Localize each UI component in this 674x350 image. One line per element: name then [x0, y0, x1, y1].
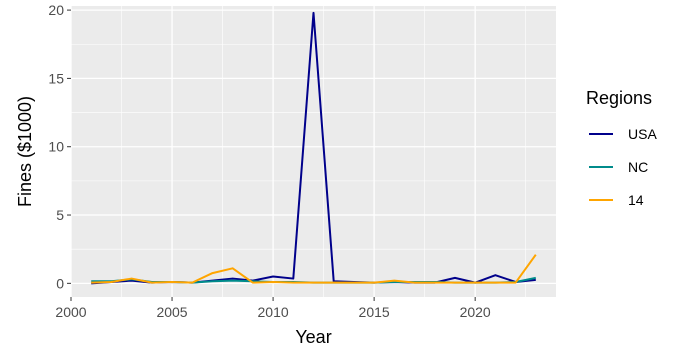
y-tick-label: 20	[48, 2, 64, 18]
legend-title: Regions	[586, 88, 652, 108]
y-tick-label: 0	[56, 275, 64, 291]
plot-panel	[71, 6, 556, 297]
y-tick-label: 15	[48, 70, 64, 86]
legend: Regions USA NC 14	[586, 88, 657, 212]
series-line-14	[91, 254, 537, 284]
legend-label-nc: NC	[628, 159, 648, 175]
x-axis: 2000 2005 2010 2015 2020	[55, 297, 491, 320]
legend-label-usa: USA	[628, 126, 657, 142]
y-tick-label: 5	[56, 207, 64, 223]
major-gridlines	[70, 6, 556, 297]
legend-label-14: 14	[628, 192, 644, 208]
y-axis: 0 5 10 15 20	[48, 2, 71, 291]
y-tick-label: 10	[48, 139, 64, 155]
y-axis-title: Fines ($1000)	[15, 96, 35, 207]
x-axis-title: Year	[295, 327, 331, 347]
series-lines	[91, 11, 537, 285]
x-tick-label: 2020	[460, 304, 491, 320]
x-tick-label: 2015	[359, 304, 390, 320]
x-tick-label: 2000	[55, 304, 86, 320]
x-tick-label: 2010	[258, 304, 289, 320]
x-tick-label: 2005	[156, 304, 187, 320]
